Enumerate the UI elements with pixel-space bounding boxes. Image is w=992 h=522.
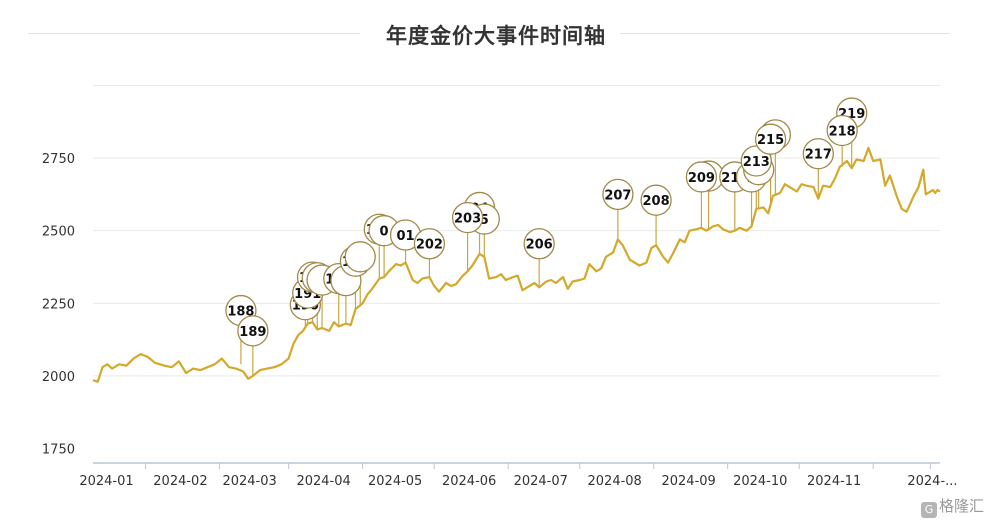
event-marker-label: 0 <box>380 225 389 240</box>
event-marker-label: 202 <box>416 238 443 253</box>
event-marker-label: 5 <box>480 213 489 228</box>
x-tick-label: 2024-06 <box>442 474 496 489</box>
y-tick-label: 2750 <box>42 152 75 167</box>
event-marker[interactable]: 218 <box>826 114 858 147</box>
event-marker[interactable]: 217 <box>802 138 834 170</box>
event-marker-circle <box>451 201 484 234</box>
title-divider-left <box>28 33 360 34</box>
event-marker-circle <box>826 114 858 147</box>
event-marker-circle <box>740 145 772 177</box>
y-tick-label: 2000 <box>42 370 75 385</box>
watermark-logo-icon: G <box>920 502 937 518</box>
x-tick-label: 2024-09 <box>661 474 715 489</box>
event-marker-circle <box>802 138 834 170</box>
price-line <box>92 146 941 383</box>
event-marker[interactable]: 203 <box>451 201 484 234</box>
y-axis-ticks: 1750 2000 2250 2500 2750 <box>42 152 75 457</box>
watermark: G 格隆汇 <box>920 495 984 518</box>
watermark-text: 格隆汇 <box>938 497 984 515</box>
event-marker-label: 203 <box>454 212 481 227</box>
x-axis: 2024-01 2024-02 2024-03 2024-04 2024-05 2024-… <box>79 462 958 489</box>
x-tick-label: 2024-02 <box>153 474 207 489</box>
event-marker-circle <box>602 178 634 211</box>
x-tick-label: 2024-10 <box>733 474 787 489</box>
event-marker-label: 188 <box>227 305 254 320</box>
event-marker-label: 01 <box>397 229 415 244</box>
event-marker[interactable]: 188 <box>225 294 257 327</box>
event-marker[interactable]: 202 <box>413 228 446 260</box>
event-marker[interactable] <box>344 241 376 273</box>
event-markers[interactable]: 1881891901911921951971990012020452032062… <box>225 97 868 347</box>
event-marker-circle <box>523 228 555 260</box>
event-marker-label: 189 <box>239 325 266 340</box>
event-marker-label: 209 <box>688 171 715 186</box>
chart-title: 年度金价大事件时间轴 <box>386 24 606 48</box>
x-tick-label: 2024-03 <box>222 474 276 489</box>
event-marker[interactable]: 213 <box>740 145 772 177</box>
x-tick-label: 2024-04 <box>296 474 350 489</box>
x-tick-label: 2024-01 <box>79 474 133 489</box>
event-marker-circle <box>754 123 787 155</box>
y-tick-label: 2500 <box>42 225 75 240</box>
event-marker-label: 217 <box>805 148 832 163</box>
gridlines <box>93 84 940 377</box>
x-tick-label: 2024-11 <box>807 474 861 489</box>
event-marker[interactable]: 208 <box>640 184 672 216</box>
title-divider-right <box>620 33 950 34</box>
event-marker-circle <box>413 228 446 260</box>
event-marker[interactable]: 189 <box>237 315 269 347</box>
y-tick-label: 2250 <box>42 297 75 312</box>
event-marker[interactable]: 206 <box>523 228 555 260</box>
y-tick-label: 1750 <box>42 442 75 457</box>
title-row: 年度金价大事件时间轴 <box>0 0 992 70</box>
x-tick-label: 2024-... <box>907 474 957 489</box>
event-marker[interactable]: 209 <box>685 161 718 193</box>
price-series <box>92 146 941 383</box>
event-marker-circle <box>640 184 672 216</box>
event-marker-label: 218 <box>829 124 856 139</box>
event-marker[interactable]: 215 <box>754 123 787 155</box>
event-marker-circle <box>237 315 269 347</box>
x-tick-label: 2024-05 <box>368 474 422 489</box>
event-marker[interactable]: 207 <box>602 178 634 211</box>
event-marker-label: 206 <box>526 238 553 253</box>
event-marker-circle <box>685 161 718 193</box>
event-marker-label: 208 <box>643 194 670 209</box>
event-marker-label: 215 <box>757 133 784 148</box>
event-marker-label: 207 <box>604 188 631 203</box>
event-marker-circle <box>344 241 376 273</box>
x-tick-label: 2024-08 <box>588 474 642 489</box>
x-tick-label: 2024-07 <box>514 474 568 489</box>
event-marker-label: 213 <box>743 155 770 170</box>
